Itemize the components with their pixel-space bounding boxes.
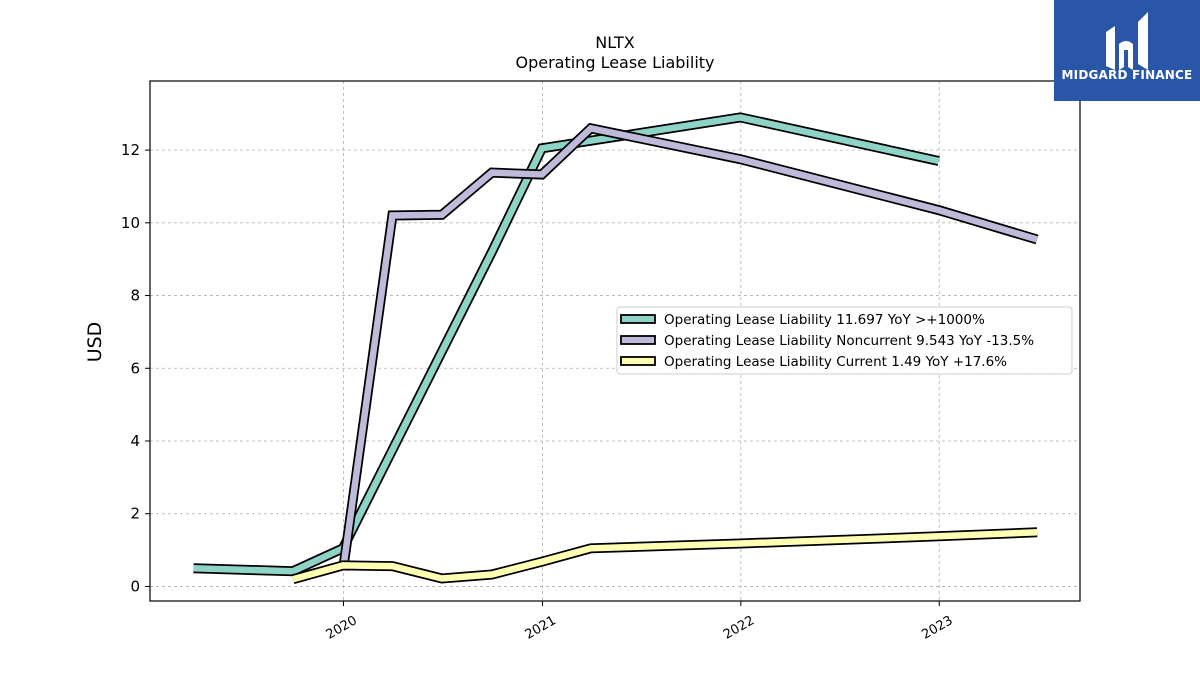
series-line-2 — [339, 124, 1039, 571]
chart-subtitle: Operating Lease Liability — [515, 53, 714, 72]
y-tick-label: 0 — [130, 577, 140, 595]
x-axis: 2020 2021 2022 2023 — [324, 601, 956, 643]
series-line-3 — [292, 529, 1038, 583]
series-line-1 — [193, 114, 940, 575]
y-tick-label: 4 — [130, 432, 140, 450]
legend-swatch-1 — [620, 314, 656, 324]
legend-label-3: Operating Lease Liability Current 1.49 Y… — [664, 354, 1007, 370]
legend-swatch-3 — [620, 356, 656, 366]
series-layer — [193, 112, 1039, 585]
legend-label-1: Operating Lease Liability 11.697 YoY >+1… — [664, 312, 985, 328]
legend-swatch-2 — [620, 335, 656, 345]
brand-name: MIDGARD FINANCE — [1061, 68, 1193, 82]
y-axis: 0 2 4 6 8 10 12 — [121, 141, 150, 595]
chart-title: NLTX — [595, 33, 634, 52]
x-tick-label: 2021 — [523, 613, 559, 643]
y-tick-label: 10 — [121, 214, 140, 232]
y-tick-label: 6 — [130, 359, 140, 377]
legend-box — [616, 306, 1073, 375]
brand-logo: MIDGARD FINANCE — [1054, 0, 1200, 101]
x-tick-label: 2023 — [919, 613, 955, 643]
midgard-m-logo-icon — [1106, 12, 1148, 70]
y-axis-label: USD — [84, 322, 106, 363]
y-tick-label: 2 — [130, 505, 140, 523]
legend: Operating Lease Liability 11.697 YoY >+1… — [616, 306, 1073, 375]
plot-frame — [149, 80, 1081, 602]
legend-label-2: Operating Lease Liability Noncurrent 9.5… — [664, 333, 1034, 349]
x-tick-label: 2020 — [324, 613, 360, 643]
x-tick-label: 2022 — [721, 613, 757, 643]
y-tick-label: 12 — [121, 141, 140, 159]
y-tick-label: 8 — [130, 287, 140, 305]
